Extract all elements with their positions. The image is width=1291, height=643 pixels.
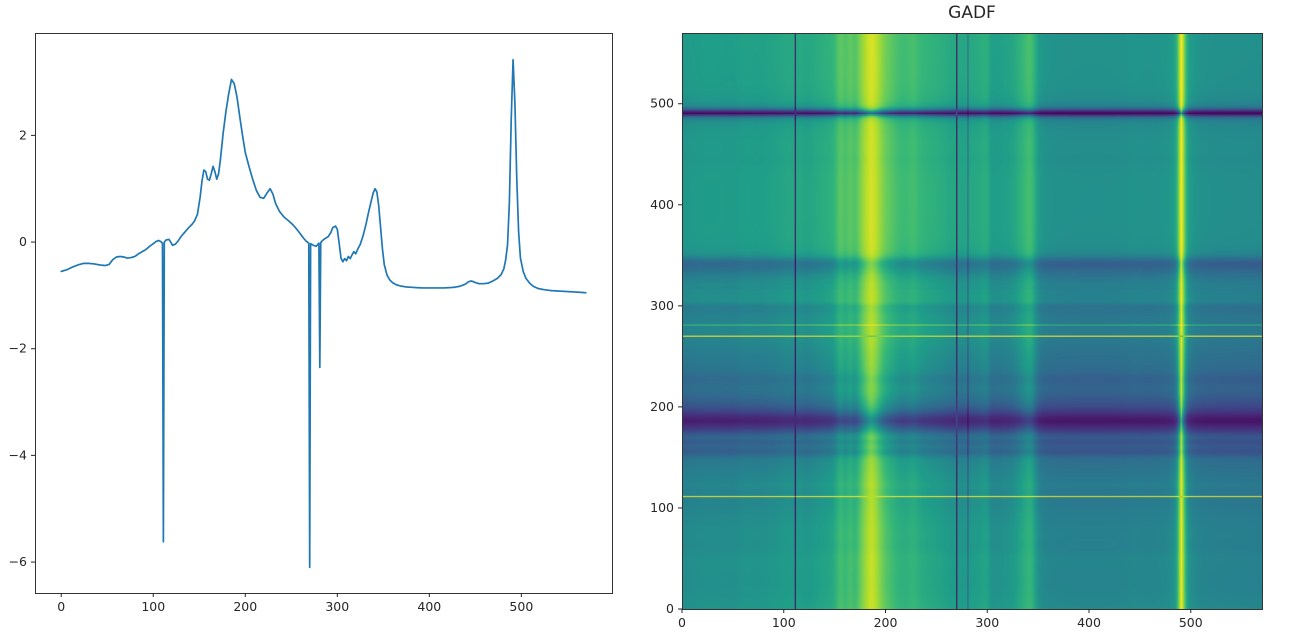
gadf-xaxis-label: 0 bbox=[678, 615, 686, 630]
line-plot-xaxis-label: 0 bbox=[57, 599, 65, 614]
gadf-yaxis-label: 400 bbox=[650, 197, 674, 212]
line-plot-xaxis-label: 500 bbox=[509, 599, 533, 614]
gadf-yaxis-label: 200 bbox=[650, 399, 674, 414]
line-plot-yaxis-label: −2 bbox=[9, 341, 27, 356]
gadf-xaxis-label: 400 bbox=[1077, 615, 1101, 630]
gadf-yaxis-label: 300 bbox=[650, 298, 674, 313]
line-plot-yaxis-label: 0 bbox=[19, 234, 27, 249]
gadf-yaxis-label: 100 bbox=[650, 500, 674, 515]
gadf-heatmap-canvas bbox=[682, 33, 1262, 609]
gadf-xaxis-label: 200 bbox=[874, 615, 898, 630]
line-plot-frame bbox=[35, 33, 613, 594]
line-plot-yaxis-label: −4 bbox=[9, 447, 27, 462]
series-line bbox=[60, 58, 587, 569]
line-plot-yaxis-label: 2 bbox=[19, 127, 27, 142]
gadf-xaxis-label: 300 bbox=[975, 615, 999, 630]
line-plot-yaxis-label: −6 bbox=[9, 554, 27, 569]
gadf-yaxis-label: 500 bbox=[650, 96, 674, 111]
gadf-yaxis-label: 0 bbox=[666, 601, 674, 616]
gadf-frame bbox=[682, 33, 1263, 610]
line-plot-xaxis-label: 400 bbox=[417, 599, 441, 614]
line-plot-xaxis-label: 200 bbox=[233, 599, 257, 614]
gadf-title: GADF bbox=[948, 3, 996, 23]
gadf-xaxis-label: 500 bbox=[1179, 615, 1203, 630]
line-plot-xaxis-label: 100 bbox=[141, 599, 165, 614]
line-plot-xaxis-label: 300 bbox=[325, 599, 349, 614]
gadf-xaxis-label: 100 bbox=[772, 615, 796, 630]
